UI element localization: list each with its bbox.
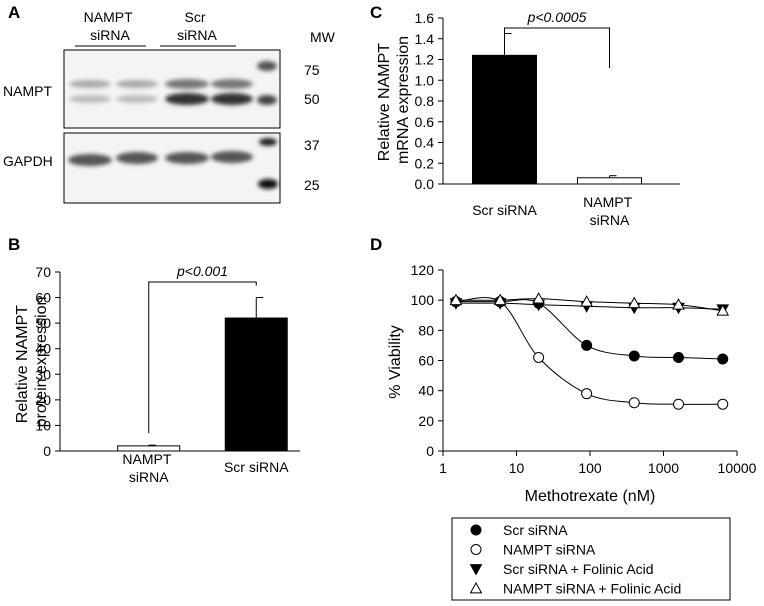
y-tick-label: 0.2 [415,155,435,171]
curve [455,297,723,405]
y-axis-label: Relative NAMPT mRNA expression [376,36,412,164]
x-tick-label: Scr siRNA [224,459,289,475]
panel-label: C [370,3,382,22]
y-tick-label: 0 [426,443,434,459]
y-axis-label: % Viability [387,325,404,399]
p-value: p<0.0005 [527,9,587,25]
y-tick-label: 40 [35,341,51,357]
marker [717,353,729,365]
y-tick-label: 70 [35,264,51,280]
y-tick-label: 80 [418,322,434,338]
p-value: p<0.001 [176,263,228,279]
marker [532,292,545,304]
y-tick-label: 1.6 [415,10,435,26]
bar [577,177,642,185]
y-tick-label: 1.4 [415,31,435,47]
y-axis-label: Relative NAMPT protein expression [14,297,50,428]
x-tick-label: 10 [509,460,525,476]
bar [224,317,288,452]
legend-label: NAMPT siRNA + Folinic Acid [503,581,681,597]
legend-box [451,517,731,601]
marker [493,293,507,306]
mw-marker: 75 [304,62,320,78]
marker [672,298,685,310]
marker [581,388,593,400]
mw-marker: 37 [304,137,320,153]
x-tick-label: 100 [578,460,602,476]
y-tick-label: 30 [35,366,51,382]
legend-label: Scr siRNA + Folinic Acid [503,561,654,577]
legend-marker [469,581,483,594]
y-tick-label: 1.0 [415,72,435,88]
mw-header: MW [310,29,336,45]
marker [581,339,593,351]
marker [628,397,640,409]
panel-label: D [370,235,382,254]
marker [628,350,640,362]
legend-label: Scr siRNA [503,522,568,538]
y-tick-label: 40 [418,383,434,399]
legend-marker [470,524,482,536]
x-tick-label: NAMPT siRNA [583,194,636,228]
x-axis-label: Methotrexate (nM) [525,488,656,505]
panel-label: A [8,3,20,22]
blot-nampt [63,49,281,129]
y-tick-label: 0.4 [415,135,435,151]
y-tick-label: 60 [418,353,434,369]
lane-label: Scr siRNA [177,9,217,43]
marker [673,398,685,410]
y-tick-label: 0.0 [415,176,435,192]
lane-label: NAMPT siRNA [84,9,137,43]
x-tick-label: 1000 [648,460,679,476]
mw-marker: 50 [304,91,320,107]
marker [449,293,463,306]
y-tick-label: 0.6 [415,114,435,130]
y-tick-label: 120 [411,262,435,278]
x-tick-label: 10000 [718,460,757,476]
panel-label: B [8,235,20,254]
y-tick-label: 1.2 [415,52,435,68]
y-tick-label: 20 [35,392,51,408]
marker [716,304,730,316]
y-tick-label: 60 [35,290,51,306]
significance-bracket [504,27,610,68]
blot-bands [68,61,278,189]
x-tick-label: NAMPT siRNA [122,451,175,485]
x-tick-label: Scr siRNA [472,202,537,218]
mw-marker: 25 [304,177,320,193]
marker [717,398,729,410]
marker [627,296,641,309]
legend-label: NAMPT siRNA [503,542,596,558]
y-tick-label: 100 [411,292,435,308]
legend-marker [469,564,483,576]
marker [580,295,593,307]
y-tick-label: 50 [35,315,51,331]
bar [117,445,181,452]
y-tick-label: 0.8 [415,93,435,109]
legend-marker [470,544,482,555]
marker [673,351,685,363]
y-tick-label: 20 [418,413,434,429]
marker [533,351,545,363]
blot-gapdh [63,132,281,204]
y-tick-label: 10 [35,417,51,433]
x-tick-label: 1 [439,460,447,476]
y-tick-label: 0 [43,443,51,459]
significance-bracket [148,281,257,434]
bar [472,54,537,185]
row-label: NAMPT [3,83,52,99]
row-label: GAPDH [3,153,53,169]
